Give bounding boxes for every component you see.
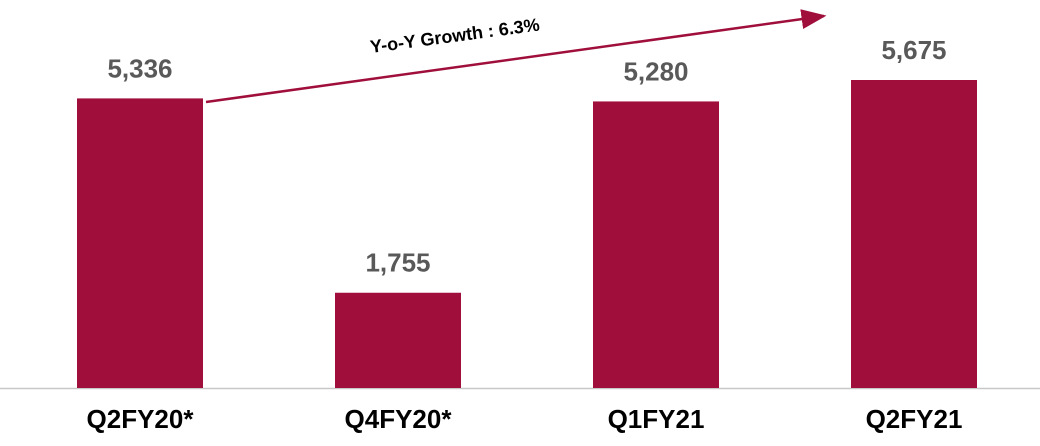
value-label: 1,755	[365, 248, 430, 278]
bar	[851, 80, 977, 388]
bar	[593, 101, 719, 388]
value-label: 5,336	[107, 53, 172, 83]
bar	[335, 292, 461, 388]
value-label: 5,675	[881, 35, 946, 65]
growth-arrow	[205, 9, 827, 104]
bar	[77, 98, 203, 388]
annotation: Y-o-Y Growth : 6.3%	[369, 15, 541, 57]
x-tick-label: Q2FY20*	[87, 404, 195, 434]
x-tick-label: Q4FY20*	[345, 404, 453, 434]
x-tick-label: Q1FY21	[608, 404, 705, 434]
value-label: 5,280	[623, 56, 688, 86]
x-tick-label: Q2FY21	[866, 404, 963, 434]
